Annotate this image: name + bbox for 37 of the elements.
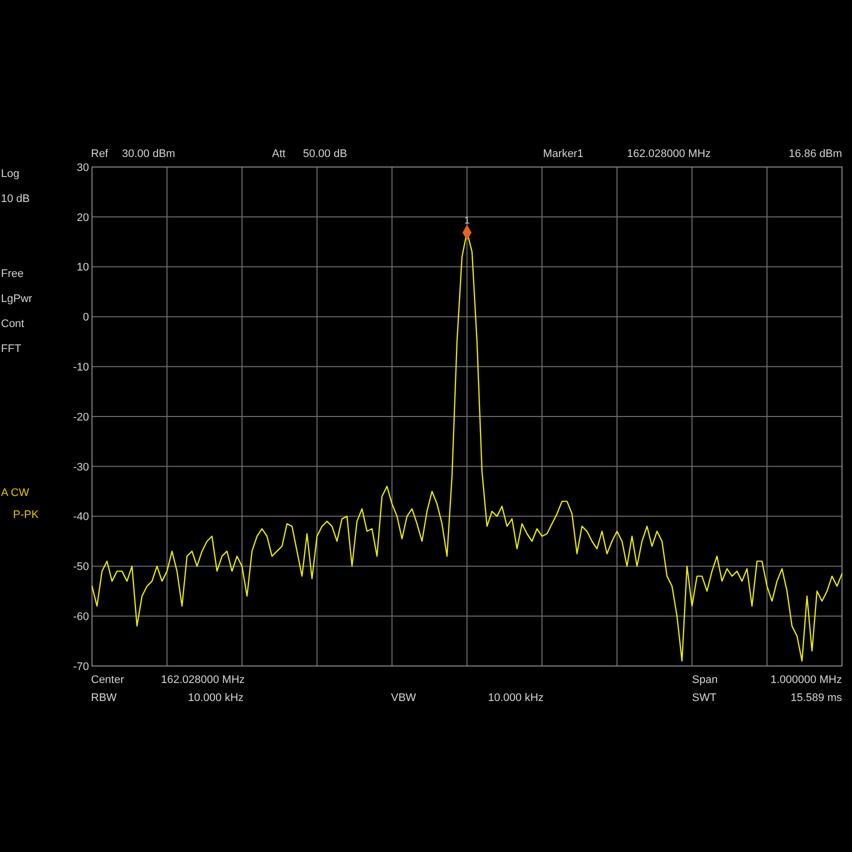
- text: 162.028000 MHz: [161, 674, 245, 686]
- y-tick-label: -30: [73, 461, 89, 474]
- text: 10.000 kHz: [488, 692, 544, 704]
- y-tick-label: -40: [73, 511, 89, 524]
- text: Cont: [1, 318, 24, 330]
- text: A CW: [1, 487, 30, 499]
- text: 15.589 ms: [790, 692, 842, 704]
- text: LgPwr: [1, 293, 33, 305]
- y-tick-label: 30: [76, 162, 89, 174]
- series-label: 1: [464, 216, 470, 227]
- text: 10.000 kHz: [188, 692, 244, 704]
- y-tick-label: -50: [73, 561, 89, 574]
- text: 1.000000 MHz: [770, 674, 842, 686]
- text: Marker1: [543, 148, 584, 160]
- y-tick-label: 10: [76, 262, 89, 274]
- text: Span: [692, 674, 718, 686]
- y-tick-label: -20: [73, 411, 89, 424]
- text: Free: [1, 268, 24, 280]
- y-tick-label: -10: [73, 361, 89, 374]
- y-tick-label: -70: [73, 660, 89, 673]
- text: 10 dB: [1, 193, 30, 205]
- text: FFT: [1, 343, 22, 355]
- text: Center: [91, 674, 124, 686]
- text: Att: [272, 148, 286, 160]
- text: 30.00 dBm: [122, 148, 176, 160]
- text: 16.86 dBm: [788, 148, 842, 160]
- text: SWT: [692, 692, 717, 704]
- text: Ref: [91, 148, 110, 160]
- text: P-PK: [13, 509, 40, 521]
- y-tick-label: 20: [76, 212, 89, 224]
- text: 50.00 dB: [303, 148, 348, 160]
- text: Log: [1, 168, 20, 180]
- y-tick-label: 0: [82, 312, 89, 324]
- text: 162.028000 MHz: [627, 148, 711, 160]
- text: VBW: [391, 692, 417, 704]
- y-tick-label: -60: [73, 610, 89, 623]
- text: RBW: [91, 692, 118, 704]
